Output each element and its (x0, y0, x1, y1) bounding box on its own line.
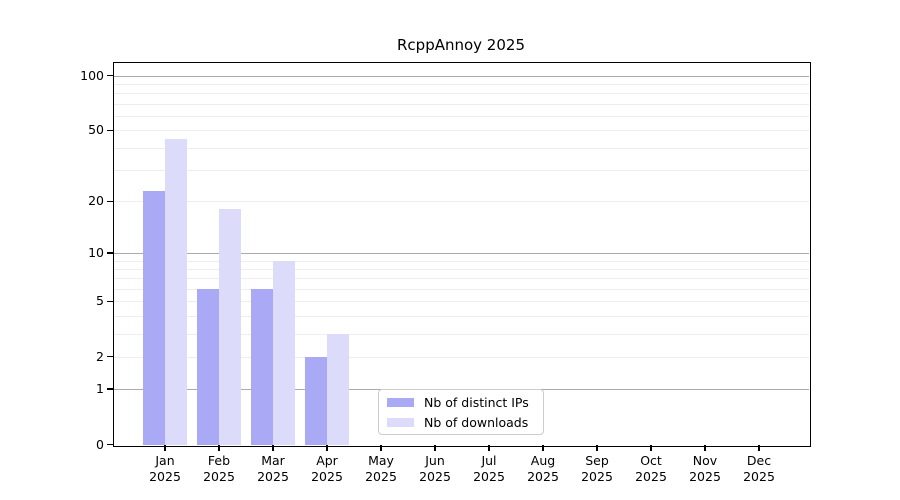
y-tick-mark-50 (107, 129, 113, 132)
x-tick-mark-dec (758, 445, 760, 451)
gridline-minor-6 (114, 289, 809, 291)
y-tick-mark-20 (107, 200, 113, 202)
gridline-minor-7 (114, 278, 809, 280)
gridline-minor-20 (114, 201, 809, 203)
bar-distinct-ips-jan (143, 190, 165, 445)
y-tick-label-1: 1 (96, 381, 104, 397)
x-tick-label-oct: Oct 2025 (635, 453, 667, 484)
gridline-minor-2 (114, 356, 809, 358)
legend-box: Nb of distinct IPs Nb of downloads (378, 389, 544, 435)
x-tick-mark-sep (596, 445, 598, 451)
x-tick-mark-jun (434, 445, 436, 451)
x-tick-label-jun: Jun 2025 (419, 453, 451, 484)
gridline-minor-90 (114, 84, 809, 86)
legend-swatch-downloads (387, 417, 414, 427)
legend-swatch-distinct-ips (387, 397, 414, 407)
gridline-minor-4 (114, 315, 809, 317)
gridline-major-100 (114, 75, 809, 77)
gridline-minor-5 (114, 301, 809, 303)
x-tick-label-feb: Feb 2025 (203, 453, 235, 484)
x-tick-mark-jan (164, 445, 166, 451)
legend-entry-distinct-ips: Nb of distinct IPs (387, 396, 535, 409)
gridline-minor-50 (114, 130, 809, 132)
bar-downloads-mar (273, 260, 295, 445)
x-tick-label-apr: Apr 2025 (311, 453, 343, 484)
y-tick-mark-2 (107, 356, 113, 358)
y-tick-label-2: 2 (96, 348, 104, 364)
legend-label-downloads: Nb of downloads (424, 414, 529, 430)
x-tick-label-mar: Mar 2025 (257, 453, 289, 484)
x-tick-mark-jul (488, 445, 490, 451)
y-tick-mark-10 (107, 252, 113, 254)
gridline-minor-70 (114, 103, 809, 105)
bar-downloads-feb (219, 209, 241, 445)
gridline-minor-80 (114, 93, 809, 95)
y-tick-label-50: 50 (88, 122, 104, 138)
x-tick-mark-nov (704, 445, 706, 451)
x-tick-mark-feb (218, 445, 220, 451)
gridline-minor-3 (114, 333, 809, 335)
legend-label-distinct-ips: Nb of distinct IPs (424, 394, 529, 410)
x-tick-mark-apr (326, 445, 328, 451)
x-tick-label-aug: Aug 2025 (527, 453, 559, 484)
gridline-minor-60 (114, 116, 809, 118)
y-tick-mark-5 (107, 300, 113, 303)
gridline-minor-30 (114, 170, 809, 172)
y-tick-mark-0 (107, 443, 113, 446)
bar-downloads-jan (165, 138, 187, 445)
bar-distinct-ips-apr (305, 356, 327, 445)
bar-distinct-ips-mar (251, 289, 273, 445)
x-tick-label-jul: Jul 2025 (473, 453, 505, 484)
x-tick-label-nov: Nov 2025 (689, 453, 721, 484)
y-tick-label-10: 10 (88, 244, 104, 260)
bar-distinct-ips-feb (197, 289, 219, 445)
x-tick-label-dec: Dec 2025 (743, 453, 775, 484)
bar-downloads-apr (327, 333, 349, 445)
y-tick-label-0: 0 (96, 436, 104, 452)
gridline-minor-9 (114, 260, 809, 262)
x-tick-mark-aug (542, 445, 544, 451)
x-tick-mark-may (380, 445, 382, 451)
x-tick-label-may: May 2025 (365, 453, 397, 484)
gridline-minor-8 (114, 268, 809, 270)
x-tick-label-jan: Jan 2025 (149, 453, 181, 484)
y-tick-label-5: 5 (96, 293, 104, 309)
gridline-major-10 (114, 252, 809, 254)
x-tick-mark-mar (272, 445, 274, 451)
gridline-minor-40 (114, 147, 809, 149)
y-tick-mark-100 (107, 75, 113, 77)
x-tick-label-sep: Sep 2025 (581, 453, 613, 484)
y-tick-label-20: 20 (88, 193, 104, 209)
x-tick-mark-oct (650, 445, 652, 451)
y-tick-label-100: 100 (80, 67, 104, 83)
chart-title: RcppAnnoy 2025 (397, 36, 525, 54)
legend-entry-downloads: Nb of downloads (387, 416, 535, 429)
y-tick-mark-1 (107, 388, 113, 390)
